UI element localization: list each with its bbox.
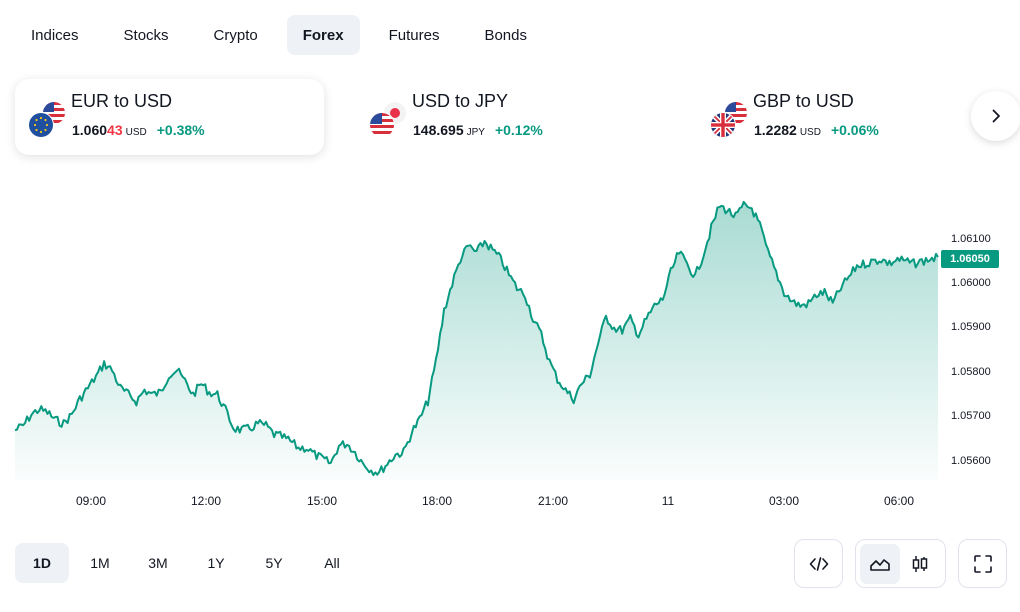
- us-jp-flags-icon: [369, 102, 406, 138]
- price-line: 148.695 JPY +0.12%: [413, 122, 543, 138]
- y-axis: 1.06100 1.06000 1.05900 1.05800 1.05700 …: [951, 233, 991, 467]
- x-tick-label: 03:00: [769, 494, 799, 508]
- candlestick-icon: [912, 555, 928, 572]
- last-price-label: 1.06050: [941, 250, 999, 268]
- tab-bonds[interactable]: Bonds: [484, 26, 527, 44]
- eu-us-flags-icon: [28, 102, 65, 138]
- x-tick-label: 18:00: [422, 494, 452, 508]
- tab-forex[interactable]: Forex: [286, 15, 360, 55]
- change-percent: +0.38%: [156, 122, 205, 138]
- uk-us-flags-icon: [710, 102, 747, 138]
- tab-indices[interactable]: Indices: [31, 26, 79, 44]
- range-3m[interactable]: 3M: [148, 555, 168, 571]
- change-percent: +0.06%: [830, 122, 879, 138]
- price-value: 1.2282: [754, 122, 797, 138]
- price-value: 148.695: [413, 122, 464, 138]
- pair-name: EUR to USD: [71, 91, 173, 111]
- fullscreen-icon: [973, 554, 992, 573]
- chart-series-line: [14, 200, 939, 477]
- area-chart-svg: 1.06100 1.06000 1.05900 1.05800 1.05700 …: [14, 200, 991, 508]
- range-all[interactable]: All: [324, 555, 340, 571]
- y-tick-label: 1.05800: [951, 366, 991, 378]
- symbol-card-eurusd[interactable]: EUR to USD 1.06043 USD +0.38%: [15, 79, 324, 155]
- chevron-right-icon: [992, 109, 1000, 123]
- y-tick-label: 1.06000: [951, 277, 991, 289]
- area-chart-button[interactable]: [860, 543, 900, 584]
- price-highlight: 43: [107, 122, 123, 138]
- fullscreen-group: [958, 539, 1007, 588]
- price-value: 1.06043: [72, 122, 123, 138]
- currency-label: USD: [125, 127, 147, 138]
- time-range-selector: 1D 1M 3M 1Y 5Y All: [15, 543, 363, 583]
- range-1m[interactable]: 1M: [90, 555, 110, 571]
- price-chart[interactable]: 1.06100 1.06000 1.05900 1.05800 1.05700 …: [0, 170, 1020, 515]
- range-5y[interactable]: 5Y: [265, 555, 283, 571]
- area-chart-icon: [870, 558, 890, 571]
- currency-label: USD: [799, 127, 821, 138]
- range-1d[interactable]: 1D: [15, 543, 69, 583]
- y-tick-label: 1.05900: [951, 321, 991, 333]
- change-percent: +0.12%: [494, 122, 543, 138]
- price-line: 1.06043 USD +0.38%: [72, 122, 205, 138]
- x-tick-label: 09:00: [76, 494, 106, 508]
- x-tick-label: 21:00: [538, 494, 568, 508]
- fullscreen-button[interactable]: [963, 544, 1002, 584]
- chart-type-group: [855, 539, 946, 588]
- pair-name: USD to JPY: [412, 91, 509, 111]
- candles-chart-button[interactable]: [900, 544, 940, 584]
- next-symbols-button[interactable]: [971, 91, 1020, 141]
- chart-area-fill: [15, 201, 938, 480]
- tab-stocks[interactable]: Stocks: [123, 26, 169, 44]
- currency-label: JPY: [466, 127, 485, 138]
- embed-button[interactable]: [799, 544, 838, 584]
- symbol-cards: EUR to USD 1.06043 USD +0.38%: [15, 79, 1020, 155]
- symbol-card-gbpusd[interactable]: GBP to USD 1.2282 USD +0.06%: [697, 79, 1006, 155]
- market-tabs: Indices Stocks Crypto Forex Futures Bond…: [15, 15, 556, 55]
- embed-group: [794, 539, 843, 588]
- code-icon: [809, 556, 828, 571]
- y-tick-label: 1.05600: [951, 455, 991, 467]
- pair-name: GBP to USD: [753, 91, 854, 111]
- tab-futures[interactable]: Futures: [388, 26, 440, 44]
- range-1y[interactable]: 1Y: [207, 555, 225, 571]
- x-tick-label: 15:00: [307, 494, 337, 508]
- x-tick-label: 12:00: [191, 494, 221, 508]
- symbol-card-usdjpy[interactable]: USD to JPY 148.695 JPY +0.12%: [356, 79, 665, 155]
- price-line: 1.2282 USD +0.06%: [754, 122, 879, 138]
- x-tick-label: 11: [662, 494, 675, 508]
- y-tick-label: 1.05700: [951, 410, 991, 422]
- tab-crypto[interactable]: Crypto: [213, 26, 258, 44]
- x-axis: 09:00 12:00 15:00 18:00 21:00 11 03:00 0…: [76, 494, 914, 508]
- x-tick-label: 06:00: [884, 494, 914, 508]
- y-tick-label: 1.06100: [951, 233, 991, 245]
